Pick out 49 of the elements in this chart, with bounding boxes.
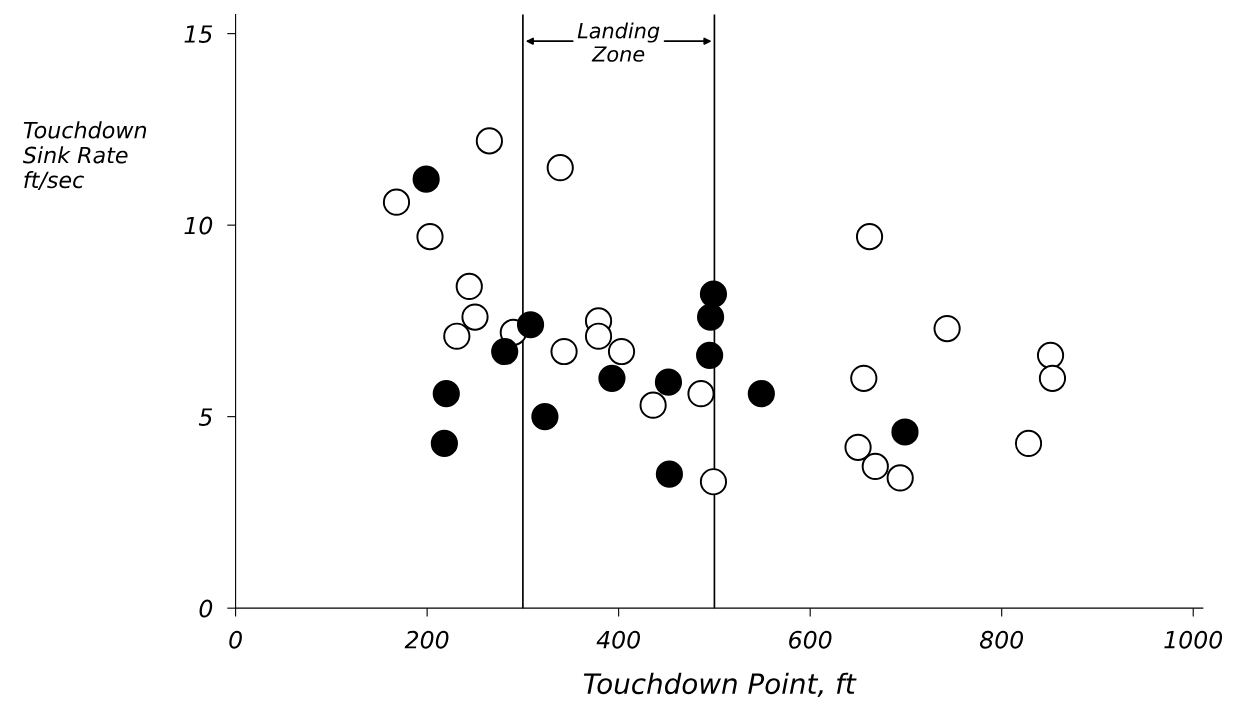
point — [639, 391, 667, 419]
point — [546, 154, 574, 182]
point — [886, 464, 914, 492]
point — [1014, 429, 1043, 458]
point — [491, 337, 519, 366]
point — [699, 468, 728, 496]
point — [654, 368, 683, 396]
point — [382, 188, 411, 216]
point — [598, 364, 626, 392]
x-axis-title: Touchdown Point, ft — [583, 672, 857, 698]
point — [1036, 341, 1065, 369]
point — [516, 311, 545, 339]
point — [697, 303, 725, 331]
x-tick-label: 600 — [789, 630, 832, 649]
point — [844, 433, 872, 461]
point — [861, 452, 889, 481]
point — [855, 223, 884, 251]
point — [455, 272, 483, 301]
y-tick-label: 0 — [199, 599, 213, 618]
annotation: Landing Zone — [577, 22, 660, 62]
point — [655, 460, 683, 488]
point — [696, 341, 724, 369]
point — [607, 337, 636, 366]
x-tick-label: 200 — [404, 630, 449, 649]
y-axis-title: Touchdown Sink Rate ft/sec — [22, 121, 147, 191]
point — [412, 165, 440, 193]
point — [461, 303, 489, 331]
point — [432, 380, 460, 408]
point — [430, 429, 458, 458]
y-tick-label: 15 — [184, 25, 213, 43]
point — [747, 380, 775, 408]
point — [475, 127, 503, 155]
point — [687, 380, 715, 408]
point — [584, 322, 613, 350]
point — [531, 403, 559, 431]
point — [850, 364, 878, 392]
y-tick-label: 10 — [184, 216, 213, 235]
y-tick-label: 5 — [198, 408, 213, 426]
x-tick-label: 800 — [979, 630, 1024, 649]
point — [891, 418, 919, 446]
point — [699, 280, 728, 308]
point — [550, 337, 578, 366]
x-tick-label: 400 — [596, 630, 640, 649]
x-tick-label: 0 — [229, 630, 242, 649]
point — [1038, 364, 1067, 392]
x-tick-label: 1000 — [1164, 630, 1223, 649]
point — [933, 314, 961, 343]
point — [416, 223, 444, 251]
point — [443, 322, 471, 350]
